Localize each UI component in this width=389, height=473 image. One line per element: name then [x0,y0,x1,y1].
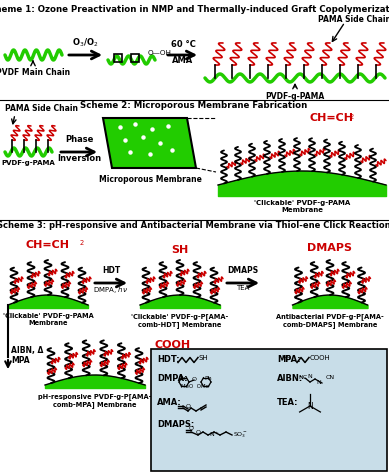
Text: 'Clickable' PVDF-g-PAMA
Membrane: 'Clickable' PVDF-g-PAMA Membrane [3,313,93,326]
Text: DMAPS:: DMAPS: [157,420,194,429]
Text: 'Clickable' PVDF-g-PAMA
Membrane: 'Clickable' PVDF-g-PAMA Membrane [254,200,350,213]
Text: N: N [317,380,321,385]
Text: $_2$: $_2$ [79,238,85,248]
Text: NC: NC [298,375,307,379]
Text: PVDF Main Chain: PVDF Main Chain [0,68,70,77]
Text: DMPA, $h\nu$: DMPA, $h\nu$ [93,285,128,295]
Text: N: N [308,374,312,379]
Text: O: O [196,430,200,435]
Text: SH: SH [199,354,209,360]
Text: MPA: MPA [11,356,30,365]
Text: AMA: AMA [172,56,194,65]
Text: O—OH: O—OH [148,50,172,56]
Text: SH: SH [172,245,189,255]
Text: 'Clickable' PVDF-g-P[AMA-
comb-HDT] Membrane: 'Clickable' PVDF-g-P[AMA- comb-HDT] Memb… [131,313,229,328]
Text: DMAPS: DMAPS [228,266,259,275]
Text: CH=CH: CH=CH [310,113,354,123]
Text: Antibacterial PVDF-g-P[AMA-
comb-DMAPS] Membrane: Antibacterial PVDF-g-P[AMA- comb-DMAPS] … [276,313,384,328]
Text: pH-responsive PVDF-g-P[AMA-
comb-MPA] Membrane: pH-responsive PVDF-g-P[AMA- comb-MPA] Me… [38,393,152,408]
Text: TEA: TEA [236,285,250,291]
Text: COOH: COOH [310,354,331,360]
Text: Scheme 1: Ozone Preactivation in NMP and Thermally-induced Graft Copolymerizatio: Scheme 1: Ozone Preactivation in NMP and… [0,5,389,14]
Text: O: O [186,404,191,409]
Text: SO$_3^-$: SO$_3^-$ [233,430,248,439]
Text: N: N [307,402,313,411]
Text: HS: HS [281,355,291,361]
Text: HDT: HDT [102,266,120,275]
Text: Inversion: Inversion [57,154,101,163]
Text: CH=CH: CH=CH [26,240,70,250]
Text: DMPA:: DMPA: [157,374,187,383]
FancyBboxPatch shape [151,349,387,471]
Text: PVDF-g-PAMA: PVDF-g-PAMA [1,160,55,166]
Text: CN: CN [326,375,335,379]
Text: AIBN:: AIBN: [277,374,303,383]
Text: Microporous Membrane: Microporous Membrane [98,175,202,184]
Text: DMAPS: DMAPS [307,243,352,253]
Text: O: O [191,377,196,382]
Text: Ph: Ph [204,376,212,381]
Text: PAMA Side Chain: PAMA Side Chain [319,15,389,24]
Text: $_2$: $_2$ [349,112,355,122]
Text: N$^+$: N$^+$ [209,430,219,439]
Text: Scheme 3: pH-responsive and Antibacterial Membrane via Thiol-ene Click Reaction: Scheme 3: pH-responsive and Antibacteria… [0,221,389,230]
Text: AMA:: AMA: [157,398,182,407]
Text: Phase: Phase [65,135,93,144]
Text: AIBN, Δ: AIBN, Δ [11,345,44,354]
Text: MPA:: MPA: [277,355,301,364]
Text: O$_3$/O$_2$: O$_3$/O$_2$ [72,36,98,49]
Text: COOH: COOH [155,340,191,350]
Text: PVDF-g-PAMA: PVDF-g-PAMA [265,92,325,101]
Text: TEA:: TEA: [277,398,298,407]
Text: O: O [189,426,193,431]
Text: PAMA Side Chain: PAMA Side Chain [5,104,78,113]
Text: HDT:: HDT: [157,355,180,364]
Text: Scheme 2: Microporous Membrane Fabrication: Scheme 2: Microporous Membrane Fabricati… [81,101,308,110]
Text: 60 °C: 60 °C [170,40,195,49]
Text: Ph: Ph [178,376,186,381]
Text: MeO  OMe: MeO OMe [181,384,209,389]
Polygon shape [103,118,196,168]
